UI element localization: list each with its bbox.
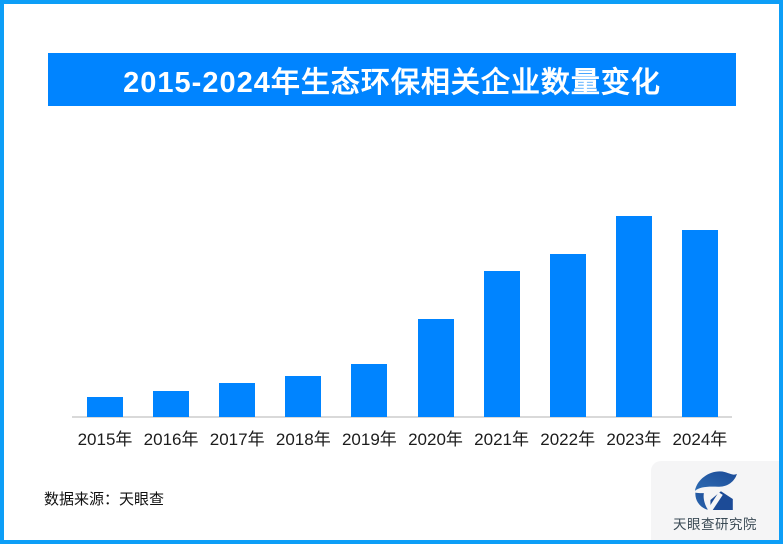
brand-logo-panel: 天眼查研究院 — [651, 461, 779, 540]
bar-2019年 — [351, 363, 388, 417]
brand-logo-text: 天眼查研究院 — [673, 517, 757, 532]
bar-2018年 — [285, 375, 322, 417]
bar-2017年 — [219, 383, 256, 417]
data-source-note: 数据来源：天眼查 — [44, 491, 165, 508]
bar-2021年 — [483, 271, 520, 417]
x-axis-label: 2023年 — [606, 430, 662, 449]
chart-title-banner: 2015-2024年生态环保相关企业数量变化 — [48, 53, 736, 106]
bar-2016年 — [153, 391, 190, 417]
x-axis-label: 2016年 — [143, 430, 199, 449]
x-axis-label: 2021年 — [474, 430, 529, 449]
chart-title: 2015-2024年生态环保相关企业数量变化 — [123, 66, 661, 99]
bar-2015年 — [87, 396, 123, 417]
bar-2020年 — [417, 318, 454, 417]
x-axis-line — [72, 416, 732, 418]
x-axis-label: 2019年 — [341, 430, 397, 449]
x-axis-label: 2022年 — [540, 430, 596, 449]
x-axis-label: 2020年 — [408, 430, 463, 449]
x-axis-label: 2018年 — [275, 430, 331, 449]
x-axis-label: 2015年 — [77, 430, 133, 449]
bar-2023年 — [615, 216, 652, 417]
bar-2024年 — [681, 230, 718, 417]
bar-2022年 — [549, 253, 586, 417]
x-axis-label: 2024年 — [672, 430, 728, 449]
x-axis-label: 2017年 — [209, 430, 265, 449]
tianyancha-logo-icon — [694, 471, 737, 510]
